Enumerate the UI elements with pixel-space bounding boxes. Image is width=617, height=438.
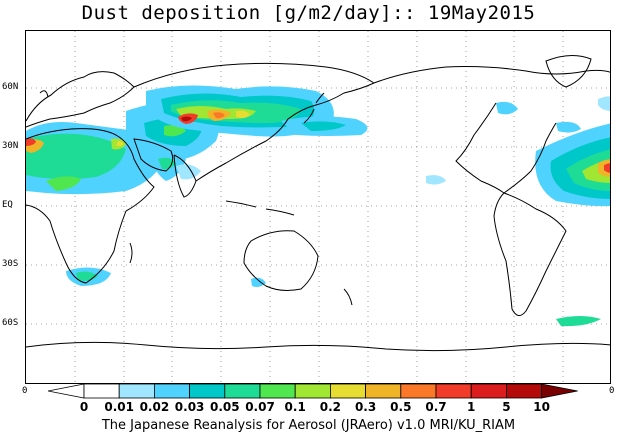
- lon-label-right: 0: [609, 386, 615, 396]
- lon-label-left: 0: [22, 386, 28, 396]
- colorbar-tick-label: 0.05: [209, 400, 240, 414]
- colorbar: [48, 383, 578, 399]
- colorbar-cell: [365, 383, 402, 399]
- colorbar-tick-label: 0.2: [319, 400, 342, 414]
- map-title: Dust deposition [g/m2/day]:: 19May2015: [81, 2, 536, 24]
- colorbar-cell: [505, 383, 542, 399]
- colorbar-cell: [259, 383, 296, 399]
- colorbar-tick-label: 0.07: [245, 400, 275, 414]
- footer-credit: The Japanese Reanalysis for Aerosol (JRA…: [101, 418, 516, 433]
- colorbar-cell: [154, 383, 191, 399]
- world-map: [26, 31, 610, 383]
- lat-label-30s: 30S: [2, 259, 19, 269]
- colorbar-tick-label: 10: [533, 400, 550, 414]
- colorbar-cell: [400, 383, 437, 399]
- coastlines: [26, 55, 610, 352]
- colorbar-cell: [189, 383, 226, 399]
- lat-label-60n: 60N: [2, 82, 19, 92]
- lat-label-60s: 60S: [2, 318, 19, 328]
- map-panel: [25, 30, 611, 384]
- dust-field: [26, 85, 610, 327]
- colorbar-tick-label: 0.1: [284, 400, 306, 414]
- lat-label-eq: EQ: [2, 200, 13, 210]
- colorbar-cell: [83, 383, 120, 399]
- colorbar-arrow-high: [541, 383, 578, 399]
- colorbar-tick-label: 0.03: [174, 400, 205, 414]
- colorbar-tick-label: 0: [79, 400, 89, 414]
- graticule: [26, 31, 610, 383]
- dust-sahara-inner: [26, 133, 126, 179]
- lat-label-30n: 30N: [2, 141, 19, 151]
- colorbar-tick-label: 0.02: [139, 400, 170, 414]
- colorbar-tick-label: 0.3: [354, 400, 377, 414]
- colorbar-tick-label: 0.01: [104, 400, 134, 414]
- colorbar-cell: [470, 383, 507, 399]
- colorbar-cell: [329, 383, 366, 399]
- colorbar-tick-label: 0.5: [390, 400, 412, 414]
- colorbar-cell: [435, 383, 472, 399]
- colorbar-tick-label: 0.7: [425, 400, 447, 414]
- colorbar-tick-label: 1: [467, 400, 476, 414]
- colorbar-cell: [294, 383, 331, 399]
- colorbar-cell: [118, 383, 155, 399]
- colorbar-cell: [224, 383, 261, 399]
- colorbar-tick-label: 5: [502, 400, 511, 414]
- colorbar-arrow-low: [48, 383, 85, 399]
- dust-sahara-red: [26, 138, 36, 146]
